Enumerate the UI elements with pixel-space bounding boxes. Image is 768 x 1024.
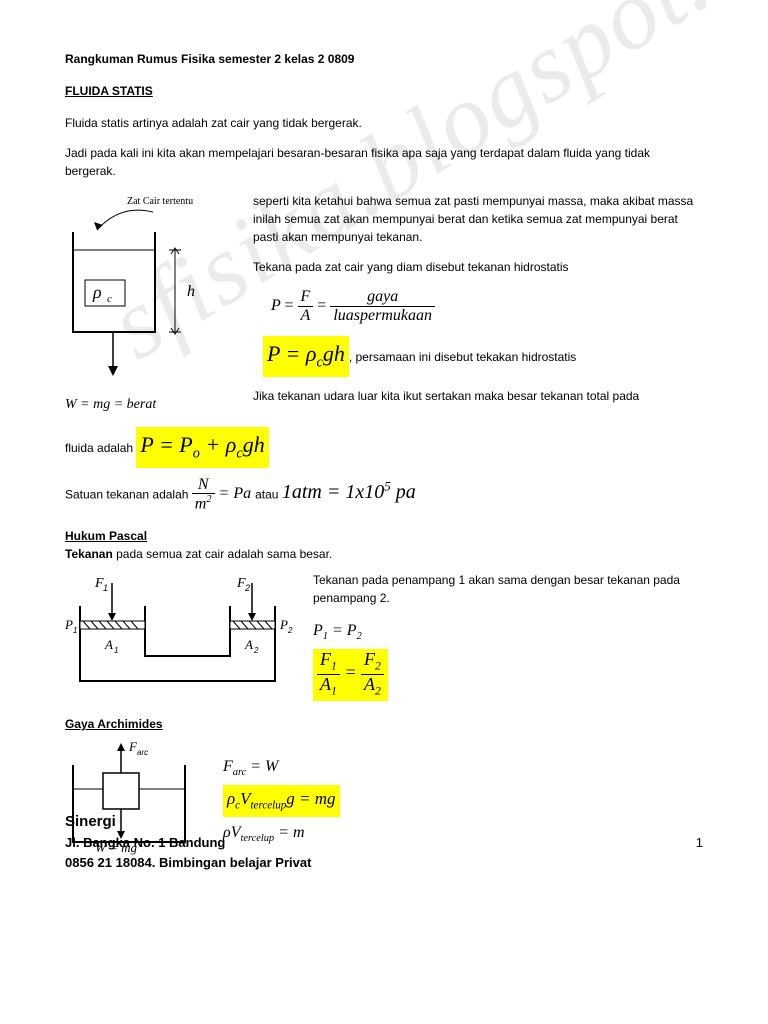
doc-title: Rangkuman Rumus Fisika semester 2 kelas … — [65, 50, 703, 68]
pascal-diagram: F1 F2 P1 P2 A1 A2 — [65, 571, 295, 701]
paragraph: Fluida statis artinya adalah zat cair ya… — [65, 114, 703, 132]
hydro-note: , persamaan ini disebut tekakan hidrosta… — [349, 350, 576, 364]
svg-text:c: c — [107, 293, 112, 305]
svg-text:P: P — [65, 617, 73, 632]
svg-text:h: h — [187, 283, 195, 300]
paragraph: Tekanan pada penampang 1 akan sama denga… — [313, 571, 703, 607]
weight-equation: W = mg = berat — [65, 394, 235, 415]
page-number: 1 — [696, 833, 703, 853]
svg-text:1: 1 — [73, 626, 77, 635]
footer-address: Jl. Bangka No. 1 Bandung — [65, 833, 703, 853]
svg-text:2: 2 — [287, 626, 293, 635]
svg-text:P: P — [279, 617, 288, 632]
svg-text:A: A — [244, 637, 253, 652]
arch-eq1: Farc = W — [223, 755, 703, 781]
text: atau — [255, 487, 282, 501]
svg-text:ρ: ρ — [92, 282, 102, 302]
paragraph: Tekana pada zat cair yang diam disebut t… — [253, 258, 703, 276]
paragraph: seperti kita ketahui bahwa semua zat pas… — [253, 192, 703, 246]
footer-institution: Sinergi — [65, 811, 703, 834]
pascal-eq1: P1 = P2 — [313, 619, 703, 645]
text: pada semua zat cair adalah sama besar. — [113, 547, 332, 561]
svg-text:2: 2 — [244, 583, 250, 593]
footer-phone: 0856 21 18084. Bimbingan belajar Privat — [65, 853, 703, 873]
footer: Sinergi Jl. Bangka No. 1 Bandung 0856 21… — [65, 811, 703, 873]
pascal-heading: Hukum Pascal — [65, 527, 703, 545]
svg-text:1: 1 — [103, 583, 108, 593]
paragraph: Jika tekanan udara luar kita ikut sertak… — [253, 387, 703, 405]
svg-text:1: 1 — [114, 646, 118, 655]
pressure-definition: P = FA = gayaluaspermukaan — [271, 288, 703, 324]
total-pressure-formula: P = Po + ρcgh — [136, 427, 268, 468]
svg-text:arc: arc — [137, 748, 148, 757]
text: Tekanan — [65, 547, 113, 561]
paragraph: Jadi pada kali ini kita akan mempelajari… — [65, 144, 703, 180]
svg-text:Zat Cair tertentu: Zat Cair tertentu — [127, 196, 193, 207]
svg-text:A: A — [104, 637, 113, 652]
beaker-diagram: Zat Cair tertentu ρ c h W = mg = berat — [65, 192, 235, 415]
text: fluida adalah — [65, 441, 136, 455]
svg-text:2: 2 — [253, 646, 259, 655]
text: Satuan tekanan adalah — [65, 487, 192, 501]
archimedes-heading: Gaya Archimides — [65, 715, 703, 733]
hydrostatic-formula: P = ρcgh — [263, 336, 349, 377]
pascal-eq2: F1A1 = F2A2 — [313, 649, 388, 701]
section-heading: FLUIDA STATIS — [65, 82, 703, 100]
